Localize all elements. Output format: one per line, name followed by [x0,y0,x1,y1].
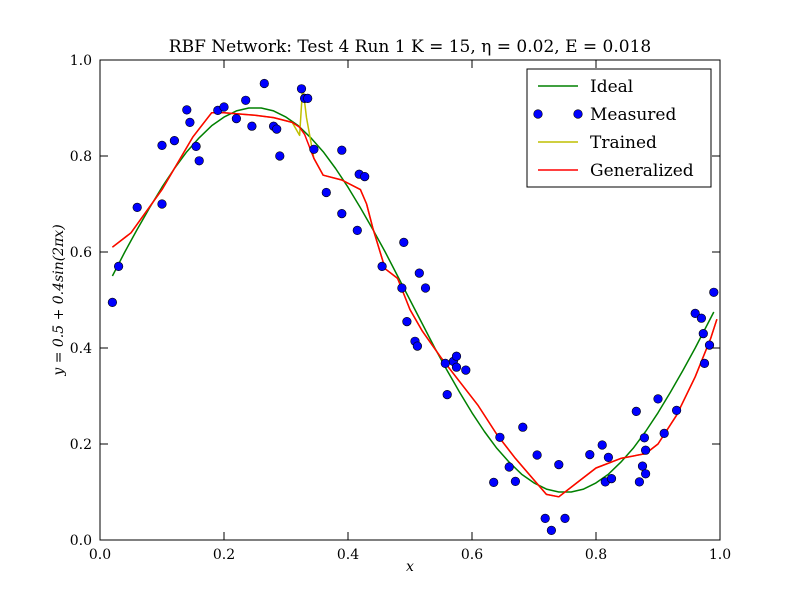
legend-label-measured: Measured [590,105,676,125]
measured-point [640,469,651,479]
measured-point [420,283,431,293]
x-tick-label: 0.0 [89,547,111,563]
x-tick-label: 0.2 [213,547,235,563]
chart-title: RBF Network: Test 4 Run 1 K = 15, η = 0.… [169,37,651,57]
legend-swatch-measured [573,109,583,119]
measured-point [671,405,682,416]
measured-point [182,105,192,115]
measured-point [489,477,499,488]
ticks-layer: 0.0 0.2 0.4 0.6 0.8 1.0 0.0 0.2 0.4 0.6 0.8 1.0 [70,53,731,563]
x-tick-label: 0.6 [461,547,483,563]
measured-point [399,237,409,247]
measured-point [451,362,462,372]
measured-point [113,261,124,272]
x-tick-label: 0.4 [337,547,359,563]
measured-point [219,102,229,112]
measured-point [321,187,331,198]
series-layer [107,78,719,536]
measured-point [402,317,412,327]
measured-point [504,462,514,472]
measured-point [554,460,564,470]
measured-point [634,477,645,487]
measured-point [698,329,708,339]
measured-point [699,358,710,369]
measured-point [157,199,167,209]
measured-point [546,525,557,536]
legend-box [526,68,712,188]
measured-point [132,202,142,212]
measured-point [309,144,319,154]
measured-point [185,117,195,127]
measured-point [603,452,614,463]
series-line-ideal [111,107,715,493]
plot-frame [99,59,721,541]
measured-point [639,433,650,443]
measured-point [272,124,282,134]
measured-point [352,225,362,235]
measured-point [451,351,462,361]
measured-point [532,450,542,460]
legend: Ideal Measured Trained Generalized [526,68,712,188]
x-tick-label: 0.8 [585,547,607,563]
legend-swatch-measured [533,109,543,119]
y-tick-label: 0.0 [70,533,92,549]
legend-label-trained: Trained [590,133,657,153]
measured-point [631,406,641,417]
measured-point [606,474,617,484]
y-axis-label: y = 0.5 + 0.4sin(2πx) [51,224,67,376]
measured-point [296,84,307,94]
measured-point [704,340,715,350]
measured-point [510,476,521,487]
measured-point [440,358,450,369]
measured-point [107,297,117,308]
measured-point [360,172,370,182]
measured-point [597,440,607,450]
y-tick-label: 0.8 [70,149,92,165]
measured-point [653,394,663,404]
measured-point [640,445,651,455]
measured-point [377,261,387,272]
legend-label-generalized: Generalized [590,161,694,181]
y-tick-label: 0.2 [70,437,92,453]
measured-point [157,140,167,150]
measured-point [231,113,241,124]
measured-point [303,93,313,103]
measured-point [397,283,407,293]
measured-point [412,341,423,351]
measured-point [690,308,700,319]
x-axis-label: x [406,559,414,575]
x-tick-label: 1.0 [709,547,731,563]
measured-point [696,313,707,323]
y-tick-label: 0.6 [70,245,92,261]
measured-point [247,121,257,131]
measured-point [540,513,550,524]
measured-point [194,156,204,166]
measured-point [191,141,201,151]
measured-point [414,268,424,278]
measured-point [259,78,269,89]
measured-point [337,209,347,219]
y-tick-label: 1.0 [70,53,92,69]
measured-point [709,287,719,297]
measured-point [659,428,669,439]
legend-label-ideal: Ideal [590,77,633,97]
measured-point [560,513,570,524]
measured-point [337,145,347,155]
measured-point [637,461,648,471]
measured-point [461,365,471,375]
y-tick-label: 0.4 [70,341,92,357]
series-line-generalized [111,112,718,498]
measured-point [518,422,528,432]
measured-point [241,95,251,105]
measured-point [495,432,505,442]
measured-point [442,390,452,400]
measured-point [275,151,285,161]
measured-point [169,136,179,146]
measured-point [585,450,595,460]
